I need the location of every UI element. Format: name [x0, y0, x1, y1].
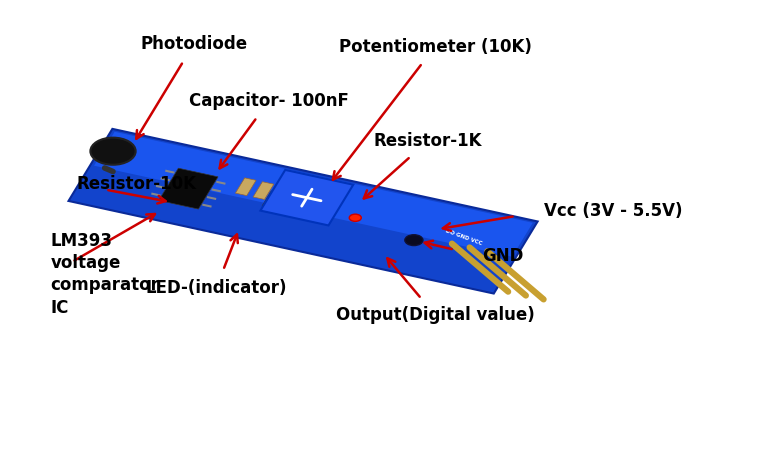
Polygon shape: [159, 168, 218, 209]
Text: Output(Digital value): Output(Digital value): [335, 306, 534, 324]
Polygon shape: [69, 129, 537, 294]
Polygon shape: [262, 191, 285, 209]
Text: GND: GND: [482, 247, 524, 265]
Polygon shape: [253, 182, 274, 199]
Text: Photodiode: Photodiode: [140, 35, 248, 53]
Polygon shape: [94, 132, 533, 257]
Circle shape: [405, 235, 423, 246]
Text: Resistor-10K: Resistor-10K: [76, 175, 197, 193]
Text: LED-(indicator): LED-(indicator): [145, 279, 287, 297]
Polygon shape: [260, 170, 354, 226]
Text: Vcc (3V - 5.5V): Vcc (3V - 5.5V): [544, 202, 683, 220]
Circle shape: [90, 138, 136, 165]
Text: Capacitor- 100nF: Capacitor- 100nF: [189, 92, 349, 110]
Text: DO GND VCC: DO GND VCC: [444, 228, 483, 247]
Polygon shape: [271, 186, 291, 203]
Polygon shape: [235, 178, 256, 196]
Text: Potentiometer (10K): Potentiometer (10K): [338, 38, 531, 55]
Text: Resistor-1K: Resistor-1K: [373, 132, 481, 150]
Circle shape: [349, 214, 361, 222]
Text: LM393
voltage
comparator
IC: LM393 voltage comparator IC: [51, 232, 159, 317]
Polygon shape: [280, 195, 304, 213]
